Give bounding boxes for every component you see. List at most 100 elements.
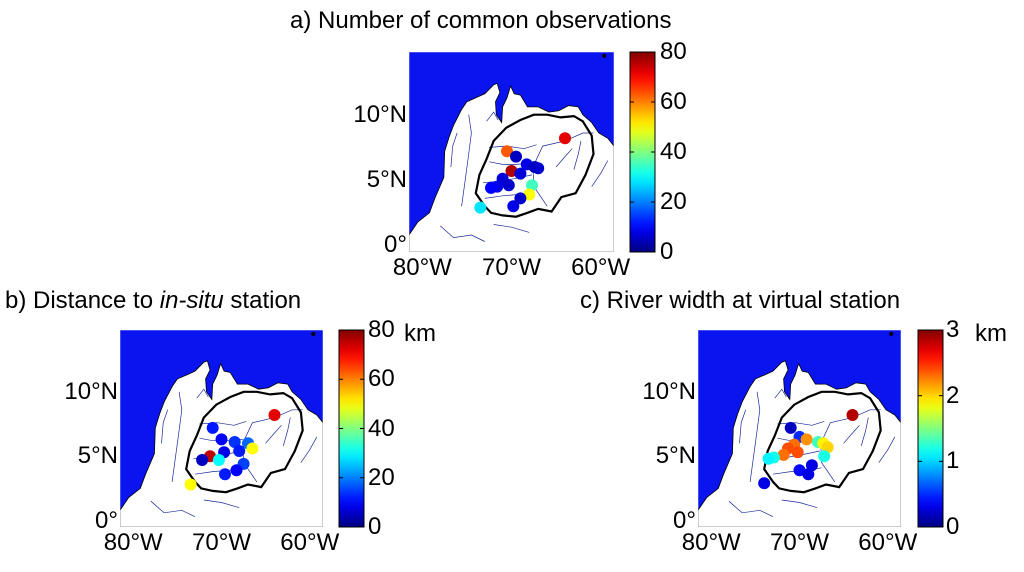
colorbar-tick-c-1: 1 (946, 447, 960, 475)
station-b-9 (196, 454, 209, 466)
lat-tick-b-2: 10°N (64, 377, 118, 405)
panel-c-title: c) River width at virtual station (580, 287, 901, 314)
lat-tick-c-2: 10°N (642, 377, 696, 405)
colorbar-tick-b-2: 40 (368, 414, 395, 442)
lat-tick-b-1: 5°N (77, 442, 118, 470)
colorbar-unit-b: km (404, 320, 436, 347)
river-c-1 (777, 421, 825, 426)
station-c-17 (802, 468, 815, 481)
panel-b-title-prefix: b) Distance to (5, 287, 160, 314)
lat-tick-a-1: 5°N (366, 166, 407, 194)
station-c-0 (846, 409, 859, 421)
panel-b-title-italic: in-situ (159, 287, 224, 314)
lon-tick-b-0: 80°W (103, 529, 163, 556)
station-c-10 (777, 448, 790, 461)
colorbar-tick-c-3: 3 (946, 316, 960, 343)
river-b-8 (150, 500, 196, 518)
river-c-11 (774, 388, 787, 399)
map-panel-b (119, 329, 365, 528)
river-a-11 (486, 111, 499, 122)
station-a-16 (514, 167, 527, 180)
colorbar-tick-b-1: 20 (368, 463, 395, 491)
river-a-12 (591, 160, 609, 187)
station-b-12 (230, 464, 243, 477)
colorbar-a (629, 51, 656, 253)
station-c-13 (818, 450, 831, 463)
basin-outline-a (474, 113, 595, 218)
lat-tick-a-2: 10°N (353, 100, 407, 128)
station-a-2 (510, 150, 522, 163)
colorbar-tick-a-2: 40 (660, 138, 687, 165)
station-b-14 (184, 478, 197, 491)
river-c-6 (739, 409, 747, 444)
station-b-10 (212, 454, 225, 466)
river-b-1 (199, 421, 247, 426)
river-b-11 (196, 388, 209, 399)
station-b-3 (228, 436, 241, 448)
lat-tick-b-0: 0° (95, 506, 118, 534)
lon-tick-a-1: 70°W (482, 254, 541, 281)
map-panel-a (408, 51, 656, 253)
station-a-1 (559, 132, 571, 145)
river-a-7 (493, 224, 530, 233)
lat-tick-a-0: 0° (384, 231, 407, 259)
station-b-0 (268, 409, 281, 421)
river-b-12 (300, 436, 318, 463)
lat-tick-c-1: 5°N (655, 442, 696, 470)
station-b-6 (233, 445, 246, 457)
station-c-1 (784, 421, 797, 434)
river-c-12 (878, 436, 896, 463)
colorbar-tick-a-3: 60 (660, 88, 687, 115)
station-c-12 (762, 452, 775, 465)
lon-tick-c-0: 80°W (681, 529, 741, 556)
river-b-5 (171, 391, 183, 482)
river-b-9 (265, 425, 282, 444)
station-c-9 (791, 446, 804, 459)
river-c-8 (728, 500, 774, 518)
station-a-7 (485, 181, 497, 194)
station-a-0 (501, 145, 513, 158)
colorbar-c (917, 329, 944, 528)
panel-a-title: a) Number of common observations (290, 7, 672, 34)
river-a-5 (461, 114, 472, 207)
station-a-11 (526, 179, 538, 192)
colorbar-tick-b-4: 80 (368, 316, 395, 343)
colorbar-tick-b-3: 60 (368, 365, 395, 393)
colorbar-unit-c: km (975, 320, 1007, 347)
station-b-1 (206, 421, 219, 434)
basin-outline-b (185, 390, 304, 494)
basin-outline-c (763, 390, 882, 494)
station-c-6 (821, 441, 834, 454)
river-c-7 (781, 499, 818, 509)
river-a-8 (439, 225, 485, 242)
colorbar-tick-b-0: 0 (368, 513, 382, 540)
station-b-13 (219, 468, 231, 481)
map-panel-c (697, 329, 944, 528)
river-c-0 (820, 409, 881, 483)
river-b-7 (203, 499, 240, 509)
station-a-5 (502, 179, 515, 192)
colorbar-tick-a-4: 80 (660, 38, 687, 65)
lon-tick-c-1: 70°W (770, 529, 829, 556)
lon-tick-b-2: 60°W (280, 529, 340, 556)
station-a-10 (532, 162, 545, 175)
river-c-5 (749, 391, 761, 482)
colorbar-tick-a-1: 20 (660, 188, 687, 215)
river-b-10 (282, 417, 291, 446)
colorbar-tick-a-0: 0 (660, 238, 674, 265)
river-a-6 (450, 132, 458, 168)
river-c-9 (843, 425, 860, 444)
station-c-3 (800, 433, 813, 446)
station-b-5 (246, 442, 259, 455)
station-c-16 (758, 477, 771, 490)
river-c-10 (860, 417, 869, 446)
lon-tick-c-2: 60°W (858, 529, 918, 556)
river-a-10 (573, 140, 582, 170)
river-b-6 (161, 409, 169, 444)
lat-tick-c-0: 0° (673, 506, 696, 534)
lon-tick-a-2: 60°W (571, 254, 631, 281)
river-a-9 (555, 148, 573, 168)
panel-b-title-suffix: station (223, 287, 302, 314)
colorbar-tick-c-2: 2 (946, 381, 960, 409)
